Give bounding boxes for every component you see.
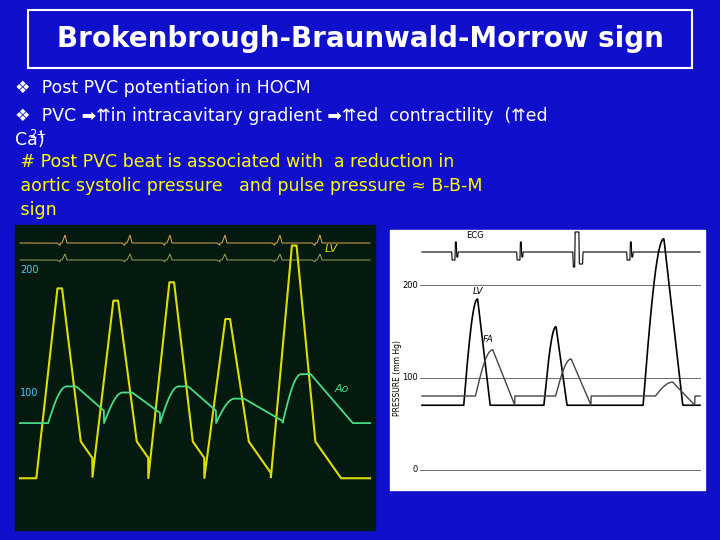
Text: Brokenbrough-Braunwald-Morrow sign: Brokenbrough-Braunwald-Morrow sign	[57, 25, 663, 53]
Bar	[390, 230, 705, 490]
Text: ECG: ECG	[466, 231, 484, 240]
Text: LV: LV	[325, 244, 338, 254]
Text: ❖  PVC ➡⇈in intracavitary gradient ➡⇈ed  contractility  (⇈ed: ❖ PVC ➡⇈in intracavitary gradient ➡⇈ed c…	[15, 107, 548, 125]
Text: 0: 0	[413, 465, 418, 475]
Text: 200: 200	[20, 265, 38, 275]
Text: 200: 200	[402, 280, 418, 289]
Text: FA: FA	[483, 335, 494, 345]
Text: aortic systolic pressure   and pulse pressure ≈ B-B-M: aortic systolic pressure and pulse press…	[15, 177, 482, 195]
Text: 100: 100	[402, 373, 418, 382]
Text: PRESSURE (mm Hg): PRESSURE (mm Hg)	[394, 340, 402, 415]
Text: 100: 100	[20, 388, 38, 397]
Text: sign: sign	[15, 201, 57, 219]
Bar	[28, 10, 692, 68]
Text: Ca: Ca	[15, 131, 37, 149]
Text: Ao: Ao	[335, 384, 349, 395]
Text: ): )	[38, 131, 45, 149]
Text: # Post PVC beat is associated with  a reduction in: # Post PVC beat is associated with a red…	[15, 153, 454, 171]
Bar	[15, 225, 375, 530]
Text: 2+: 2+	[29, 129, 46, 141]
Text: LV: LV	[473, 287, 484, 296]
Text: ❖  Post PVC potentiation in HOCM: ❖ Post PVC potentiation in HOCM	[15, 79, 311, 97]
